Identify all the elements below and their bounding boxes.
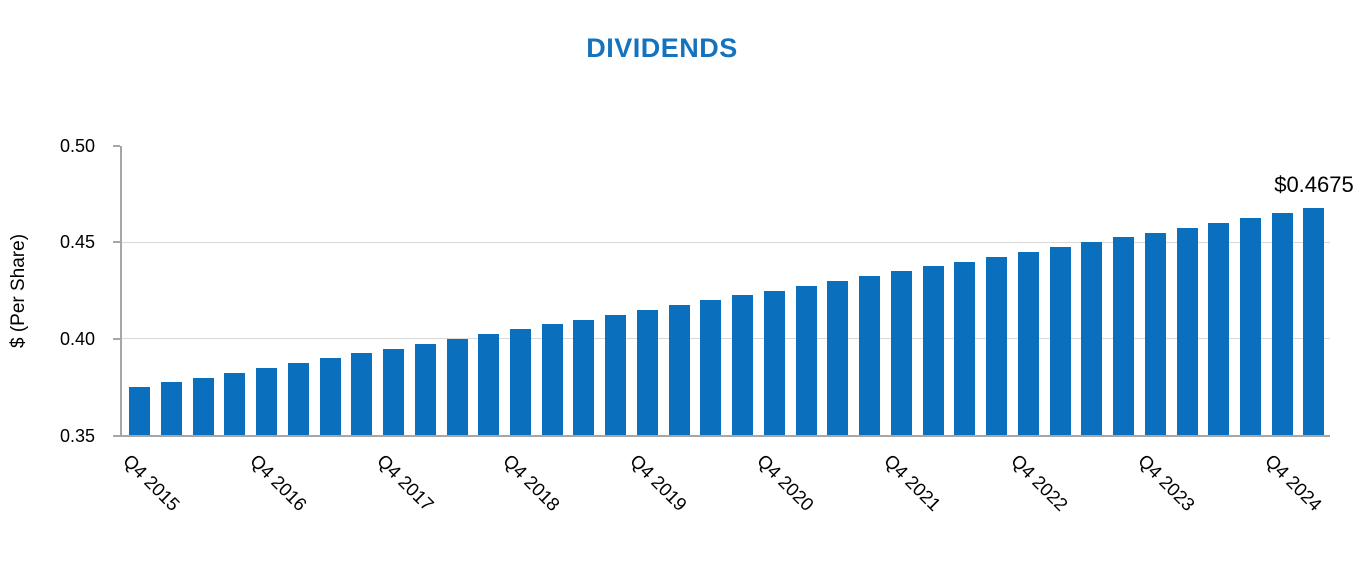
bar (573, 319, 595, 435)
y-axis-tick (113, 434, 120, 437)
y-tick-label: 0.35 (59, 425, 95, 446)
x-tick-label: Q4 2015 (118, 450, 184, 516)
bar (541, 324, 563, 435)
bar (1017, 251, 1039, 435)
y-tick-label: 0.40 (59, 328, 95, 349)
bar (732, 295, 754, 435)
x-tick-label: Q4 2016 (245, 450, 311, 516)
gridline (120, 338, 1330, 340)
x-tick-label: Q4 2021 (880, 450, 946, 516)
gridline (120, 241, 1330, 243)
bar (890, 271, 912, 435)
bar (1303, 208, 1325, 435)
bar (414, 343, 436, 435)
bar (795, 285, 817, 435)
bar (827, 280, 849, 435)
y-axis-tick (113, 337, 120, 340)
bar (986, 256, 1008, 435)
bar (1208, 222, 1230, 435)
bar (351, 353, 373, 435)
bar (509, 329, 531, 435)
bar (922, 266, 944, 435)
bar (1176, 227, 1198, 435)
bar (446, 338, 468, 435)
bar (636, 309, 658, 435)
bar (256, 367, 278, 435)
x-tick-label: Q4 2019 (626, 450, 692, 516)
bar (605, 314, 627, 435)
x-tick-label: Q4 2020 (753, 450, 819, 516)
bar (700, 300, 722, 435)
chart-title: DIVIDENDS (586, 33, 738, 63)
y-axis-line (120, 145, 122, 437)
y-axis-tick (113, 241, 120, 244)
bar (668, 305, 690, 435)
bar (859, 276, 881, 435)
bar (954, 261, 976, 435)
y-tick-label: 0.50 (59, 135, 95, 156)
bar (1113, 237, 1135, 435)
x-tick-label: Q4 2022 (1007, 450, 1073, 516)
bar (763, 290, 785, 435)
last-bar-value-label: $0.4675 (1274, 172, 1354, 198)
x-tick-label: Q4 2023 (1134, 450, 1200, 516)
bar (129, 387, 151, 435)
bar (1081, 242, 1103, 435)
bar (1049, 247, 1071, 435)
x-tick-label: Q4 2024 (1261, 450, 1327, 516)
x-axis-line (120, 435, 1330, 437)
bar (319, 358, 341, 435)
bar (160, 382, 182, 435)
x-tick-label: Q4 2017 (372, 450, 438, 516)
bar (383, 348, 405, 435)
bar (287, 363, 309, 435)
bar (1271, 213, 1293, 435)
bar (478, 334, 500, 435)
y-tick-label: 0.45 (59, 232, 95, 253)
bar (224, 372, 246, 435)
y-axis-title: $ (Per Share) (8, 233, 29, 349)
bar (192, 377, 214, 435)
bar (1240, 218, 1261, 435)
bar (1144, 232, 1166, 435)
y-axis-tick (113, 144, 120, 147)
x-tick-label: Q4 2018 (499, 450, 565, 516)
